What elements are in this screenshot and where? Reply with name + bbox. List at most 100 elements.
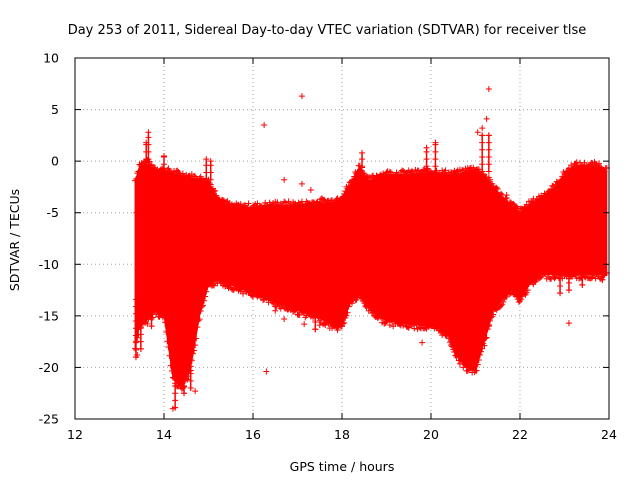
data-point [565, 279, 572, 286]
data-point [557, 275, 564, 282]
data-point [479, 146, 486, 153]
data-point [132, 332, 139, 339]
data-point [172, 332, 179, 339]
data-point [181, 339, 188, 346]
data-point [485, 294, 492, 301]
data-point [345, 303, 352, 310]
outlier-point [281, 315, 288, 322]
data-point [490, 311, 497, 318]
outlier-point [565, 320, 572, 327]
x-tick-label: 20 [423, 427, 439, 442]
data-point [537, 274, 544, 281]
data-point [145, 129, 152, 136]
data-point [400, 167, 407, 174]
data-point [193, 335, 200, 342]
data-point [484, 326, 491, 333]
data-point [172, 303, 179, 310]
data-point [485, 132, 492, 139]
outlier-point [474, 129, 481, 136]
data-point [280, 301, 287, 308]
data-point [432, 170, 439, 177]
data-point [458, 356, 465, 363]
data-point [161, 152, 167, 159]
data-point [207, 158, 214, 165]
data-point [339, 323, 345, 330]
data-point [154, 309, 161, 316]
data-point [482, 335, 489, 342]
data-point [441, 328, 448, 335]
data-point [148, 301, 155, 308]
data-point [501, 290, 508, 297]
data-point [558, 176, 565, 183]
y-tick-label: -20 [39, 360, 59, 375]
data-point [181, 325, 188, 332]
data-point [473, 367, 480, 374]
data-point [351, 173, 358, 180]
data-point [485, 308, 492, 315]
data-point [570, 164, 577, 171]
data-point [258, 292, 265, 299]
data-point [432, 156, 439, 163]
data-point [356, 292, 363, 299]
data-point [132, 339, 139, 346]
data-point [143, 163, 150, 170]
data-point [132, 345, 139, 352]
plot-frame [74, 57, 610, 420]
data-point [344, 309, 351, 316]
x-tick-label: 16 [245, 427, 261, 442]
data-point [137, 288, 144, 295]
data-point [436, 327, 443, 334]
data-point [498, 190, 505, 197]
data-point [187, 385, 194, 392]
data-point [184, 376, 191, 383]
data-point [137, 345, 144, 352]
outlier-point [298, 180, 305, 187]
y-tick-label: -10 [39, 257, 59, 272]
data-point [454, 352, 461, 359]
data-point [595, 160, 602, 167]
data-point [255, 291, 262, 298]
data-point [475, 166, 482, 173]
data-point [239, 290, 246, 297]
data-point [167, 362, 174, 369]
data-point [137, 316, 144, 323]
data-point [179, 170, 186, 177]
data-point [137, 324, 144, 331]
data-point [137, 338, 144, 345]
data-point [601, 168, 608, 175]
data-point [187, 363, 194, 370]
data-point [181, 318, 188, 325]
data-point [485, 168, 492, 175]
data-point [332, 199, 339, 206]
data-point [132, 346, 139, 353]
data-point [192, 173, 199, 180]
data-point [557, 282, 564, 289]
outlier-point [479, 125, 486, 132]
data-point [341, 319, 348, 326]
x-tick-label: 12 [67, 427, 83, 442]
data-point [341, 190, 348, 197]
data-point [213, 192, 220, 199]
data-point [355, 291, 362, 298]
data-point [466, 364, 473, 371]
data-point [503, 293, 510, 300]
data-point [386, 321, 393, 328]
data-point [145, 134, 152, 141]
data-point [187, 334, 194, 341]
data-point [445, 328, 452, 335]
data-point [327, 197, 334, 204]
data-point [432, 139, 439, 146]
data-point [406, 171, 413, 178]
data-point [485, 139, 492, 146]
outlier-point [272, 307, 279, 314]
data-point [387, 316, 394, 323]
data-point [203, 288, 210, 295]
data-point [202, 293, 209, 300]
data-point [132, 318, 139, 325]
data-point [357, 167, 364, 174]
data-point [448, 342, 455, 349]
data-point [137, 302, 144, 309]
data-point [176, 380, 183, 387]
data-point [581, 159, 588, 166]
